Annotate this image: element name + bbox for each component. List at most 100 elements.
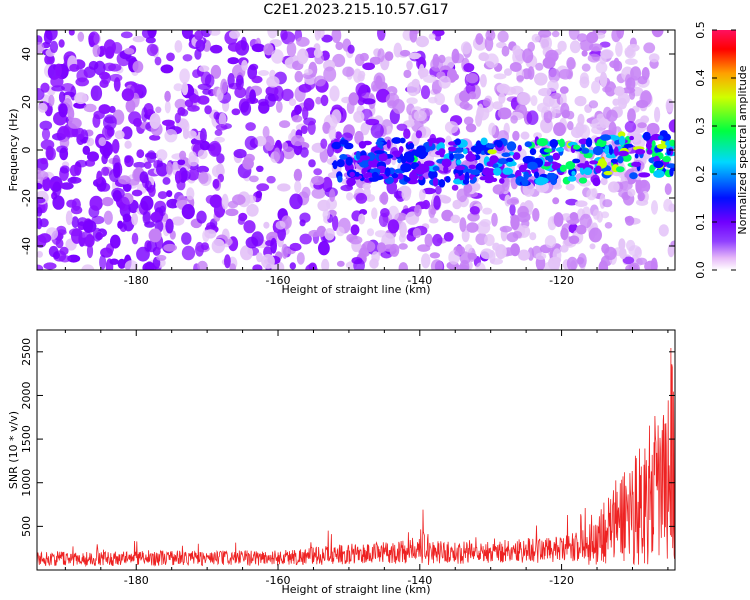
spectrogram-cell: [469, 206, 480, 215]
spectrogram-cell: [464, 244, 473, 253]
spectrogram-cell: [39, 218, 49, 228]
spectrogram-cell: [266, 175, 276, 184]
spectrogram-cell: [531, 33, 541, 43]
spectrogram-cell: [598, 260, 609, 270]
spectrogram-cell: [618, 181, 633, 191]
spectrogram-cell: [560, 227, 569, 241]
spectrogram-y-axis-label: Frequency (Hz): [7, 109, 20, 192]
spectrogram-cell: [440, 104, 449, 113]
spectrogram-cell: [108, 63, 122, 72]
spectrogram-cell: [527, 41, 535, 52]
spectrogram-cell: [37, 182, 43, 190]
spectrogram-cell: [615, 41, 623, 57]
spectrogram-cell: [408, 52, 422, 60]
spectrogram-cell: [157, 191, 168, 200]
spectrogram-cell: [197, 95, 210, 105]
spectrogram-cell: [443, 232, 454, 242]
spectrogram-signal-cell: [480, 137, 488, 146]
spectrogram-signal-cell: [645, 141, 652, 150]
spectrogram-signal-cell: [595, 165, 602, 174]
snr-frame: [36, 329, 676, 571]
spectrogram-cell: [557, 40, 567, 52]
spectrogram-cell: [162, 177, 171, 185]
spectrogram-cell: [202, 229, 210, 242]
spectrogram-signal-cell: [418, 174, 424, 181]
spectrogram-cell: [249, 175, 259, 183]
spectrogram-signal-cell: [506, 141, 517, 152]
spectrogram-cell: [124, 260, 139, 270]
spectrogram-signal-cell: [400, 156, 407, 164]
spectrogram-cell: [434, 34, 442, 42]
spectrogram-cell: [73, 102, 87, 109]
spectrogram-cell: [479, 74, 487, 88]
snr-y-tick-label: 500: [20, 516, 33, 537]
spectrogram-cell: [213, 111, 220, 120]
spectrogram-cell: [214, 129, 223, 136]
spectrogram-cell: [71, 216, 79, 229]
spectrogram-signal-cell: [518, 164, 527, 173]
spectrogram-cell: [538, 30, 552, 38]
spectrogram-cell: [156, 162, 169, 177]
spectrogram-cell: [547, 79, 559, 92]
spectrogram-cell: [434, 92, 445, 106]
spectrogram-cell: [484, 234, 495, 247]
spectrogram-cell: [627, 44, 640, 52]
spectrogram-signal-cell: [617, 150, 629, 157]
spectrogram-signal-cell: [493, 163, 499, 169]
spectrogram-cell: [70, 205, 83, 215]
spectrogram-cell: [637, 122, 647, 129]
spectrogram-cell: [398, 243, 408, 250]
spectrogram-cell: [66, 199, 77, 208]
spectrogram-cell: [67, 106, 75, 121]
spectrogram-cell: [187, 130, 197, 139]
spectrogram-cell: [589, 243, 596, 250]
spectrogram-cell: [586, 188, 597, 201]
spectrogram-cell: [534, 72, 548, 86]
spectrogram-cell: [643, 42, 656, 54]
spectrogram-cell: [370, 123, 384, 139]
spectrogram-signal-cell: [662, 155, 671, 163]
spectrogram-cell: [517, 249, 530, 261]
spectrogram-cell: [616, 30, 625, 39]
spectrogram-signal-cell: [482, 167, 492, 177]
spectrogram-cell: [202, 88, 212, 95]
spectrogram-cell: [579, 72, 589, 84]
spectrogram-cell: [114, 162, 123, 177]
spectrogram-signal-cell: [547, 155, 554, 163]
spectrogram-cell: [99, 71, 110, 80]
spectrogram-cell: [424, 233, 433, 248]
spectrogram-cell: [229, 263, 236, 270]
spectrogram-signal-cell: [617, 155, 624, 164]
spectrogram-cell: [414, 204, 422, 217]
spectrogram-cell: [387, 219, 400, 234]
spectrogram-cell: [69, 63, 80, 72]
spectrogram-cell: [166, 198, 180, 209]
spectrogram-cell: [291, 115, 303, 123]
spectrogram-cell: [362, 98, 376, 105]
spectrogram-signal-cell: [391, 172, 399, 179]
spectrogram-signal-cell: [656, 143, 667, 149]
spectrogram-signal-cell: [583, 152, 593, 159]
spectrogram-cell: [110, 234, 121, 249]
spectrogram-signal-cell: [497, 158, 509, 165]
spectrogram-cell: [144, 261, 154, 270]
spectrogram-cell: [37, 251, 43, 258]
spectrogram-cell: [48, 245, 59, 258]
spectrogram-cell: [456, 188, 468, 203]
spectrogram-signal-cell: [487, 149, 497, 155]
spectrogram-signal-cell: [448, 146, 457, 152]
spectrogram-cell: [159, 205, 166, 217]
spectrogram-cell: [588, 227, 603, 243]
spectrogram-signal-cell: [600, 134, 611, 141]
spectrogram-cell: [595, 61, 608, 74]
spectrogram-signal-cell: [437, 142, 445, 149]
spectrogram-cell: [48, 94, 55, 107]
spectrogram-cell: [136, 149, 145, 159]
colorbar-tick-label: 0.5: [694, 21, 707, 39]
spectrogram-cell: [329, 85, 340, 102]
spectrogram-signal-cell: [555, 147, 565, 153]
spectrogram-cell: [37, 41, 45, 54]
spectrogram-cell: [454, 249, 464, 256]
spectrogram-cell: [521, 68, 532, 80]
spectrogram-cell: [382, 244, 396, 252]
